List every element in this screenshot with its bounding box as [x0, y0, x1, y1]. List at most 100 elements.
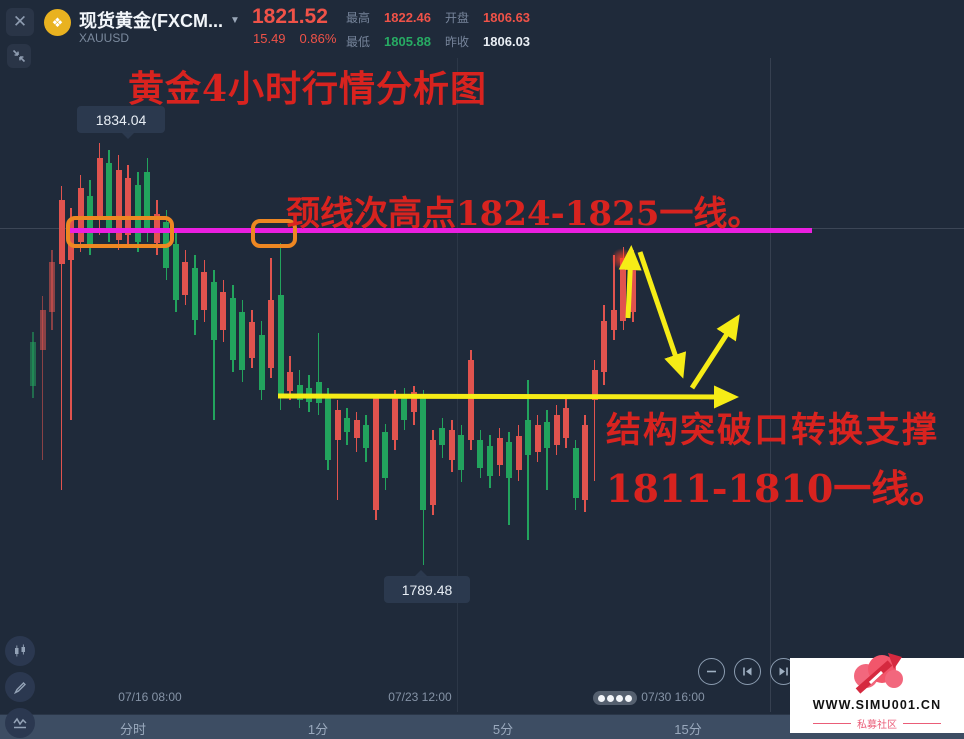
candle-body: [344, 418, 351, 433]
stat-value-open: 1806.63: [483, 10, 531, 25]
symbol-title: 现货黄金(FXCM...: [79, 11, 223, 31]
tab-5min[interactable]: 5分: [492, 722, 514, 737]
high-price-bubble: 1834.04: [77, 106, 165, 139]
consolidation-highlight-box[interactable]: [66, 216, 174, 248]
candle-body: [30, 342, 36, 386]
symbol-code: XAUUSD: [79, 31, 130, 45]
candle-body: [353, 419, 360, 438]
stat-value-prev-close: 1806.03: [483, 34, 531, 49]
chevron-down-icon: ▼: [230, 14, 240, 26]
vertical-gridline: [457, 58, 458, 712]
stat-value-low: 1805.88: [384, 34, 432, 49]
stat-value-high: 1822.46: [384, 10, 432, 25]
candle-body: [496, 437, 503, 466]
candle-body: [372, 398, 379, 510]
candle-body: [201, 272, 208, 311]
draw-tool-button[interactable]: [5, 672, 35, 702]
neckline-resistance-line[interactable]: [70, 228, 812, 233]
candle-body: [125, 178, 132, 236]
low-price-bubble: 1789.48: [384, 570, 470, 603]
candle-wick: [527, 380, 529, 541]
change-percent: 0.86%: [299, 31, 337, 46]
indicator-wave-icon: [13, 717, 27, 729]
x-axis-label: 07/23 12:00: [388, 690, 452, 704]
candle-body: [144, 171, 151, 230]
high-price-label: 1834.04: [95, 111, 147, 128]
tab-15min[interactable]: 15分: [674, 722, 702, 737]
candle-body: [382, 432, 389, 478]
candle-body: [563, 407, 570, 438]
candle-body: [439, 428, 446, 446]
candle-body: [87, 195, 94, 245]
candle-body: [96, 157, 103, 221]
candle-body: [591, 369, 598, 400]
candle-body: [448, 430, 455, 460]
gold-coin-icon: ❖: [44, 9, 71, 36]
candle-body: [268, 299, 274, 368]
candle-body: [334, 410, 341, 440]
candle-body: [39, 310, 46, 350]
candle-body: [429, 439, 436, 506]
skip-forward-icon: [779, 667, 788, 676]
stat-label: 最高: [346, 11, 371, 25]
zoom-out-button[interactable]: [698, 658, 725, 685]
candle-body: [401, 396, 408, 420]
candle-body: [391, 398, 398, 440]
candle-wick: [336, 400, 339, 501]
candlestick-icon: [15, 644, 25, 657]
candle-body: [601, 320, 608, 372]
indicator-button[interactable]: [5, 708, 35, 738]
watermark: WWW.SIMU001.CN 私募社区: [790, 653, 964, 733]
minus-icon: [707, 670, 716, 673]
candle-body: [515, 436, 522, 471]
candle-body: [420, 398, 427, 510]
candle-wick: [593, 360, 596, 481]
chart-type-button[interactable]: [5, 636, 35, 666]
candle-body: [620, 258, 627, 321]
candle-body: [477, 439, 484, 469]
candle-body: [325, 395, 332, 460]
candle-body: [410, 391, 417, 413]
candle-body: [544, 421, 551, 449]
symbol-selector[interactable]: 现货黄金(FXCM... ▼: [79, 7, 240, 33]
candle-body: [458, 435, 465, 471]
candle-body: [306, 387, 313, 402]
candle-body: [220, 292, 227, 330]
bubble-pointer: [414, 570, 428, 577]
tab-1min[interactable]: 1分: [307, 722, 329, 737]
candle-wick: [41, 295, 44, 460]
candle-body: [210, 281, 217, 341]
support-annotation-line1: 结构突破口转换支撑: [606, 410, 940, 451]
candle-wick: [508, 432, 510, 525]
candle-body: [77, 187, 84, 242]
collapse-icon: [12, 49, 26, 63]
candle-body: [239, 312, 246, 370]
loading-dots-indicator: [593, 691, 637, 705]
candle-body: [172, 243, 179, 300]
candle-body: [610, 310, 617, 330]
skip-back-icon: [743, 667, 752, 676]
close-button[interactable]: ✕: [6, 8, 34, 36]
candle-body: [629, 261, 636, 312]
candle-body: [582, 424, 589, 501]
candle-body: [487, 445, 493, 476]
watermark-community: 私募社区: [790, 716, 964, 731]
chart-analysis-title: 黄金4小时行情分析图: [128, 68, 488, 110]
last-price: 1821.52: [252, 5, 328, 28]
candle-wick: [546, 410, 548, 490]
candle-wick: [60, 186, 63, 490]
candle-body: [363, 424, 370, 449]
candle-body: [249, 322, 255, 359]
skip-back-button[interactable]: [734, 658, 761, 685]
stat-label: 最低: [346, 35, 371, 49]
retest-highlight-box[interactable]: [251, 219, 297, 248]
tab-fenshi[interactable]: 分时: [119, 722, 147, 737]
watermark-site: WWW.SIMU001.CN: [812, 698, 942, 712]
stat-label: 昨收: [445, 35, 470, 49]
candle-body: [315, 382, 322, 403]
support-annotation-line2: 1811-1810一线。: [606, 466, 948, 511]
candle-body: [506, 441, 512, 478]
collapse-button[interactable]: [7, 44, 31, 68]
highlight-glow-dot: [611, 248, 633, 270]
